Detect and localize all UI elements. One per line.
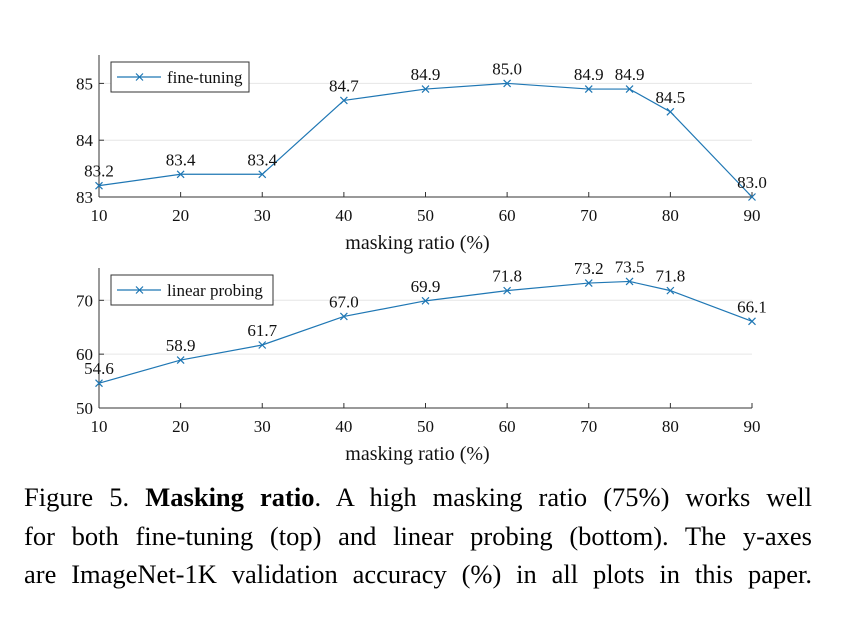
data-label: 84.5 bbox=[656, 88, 686, 107]
x-tick-label: 30 bbox=[254, 206, 271, 225]
data-label: 71.8 bbox=[656, 267, 686, 286]
series-line bbox=[98, 280, 753, 384]
data-point-marker bbox=[95, 181, 103, 190]
legend-marker bbox=[135, 286, 144, 294]
data-label: 84.9 bbox=[574, 65, 604, 84]
x-axis-label: masking ratio (%) bbox=[345, 232, 489, 254]
data-point-marker bbox=[258, 341, 267, 349]
y-tick-label: 83 bbox=[76, 188, 93, 207]
data-label: 84.9 bbox=[615, 65, 645, 84]
data-label: 61.7 bbox=[247, 321, 277, 340]
data-point-marker bbox=[339, 96, 348, 105]
figure-caption: Figure 5. Masking ratio. A high masking … bbox=[24, 478, 812, 594]
caption-line-3: are ImageNet-1K validation accuracy (%) … bbox=[24, 559, 812, 589]
data-label: 73.5 bbox=[615, 257, 645, 276]
x-tick-label: 80 bbox=[662, 417, 679, 436]
x-tick-label: 20 bbox=[172, 206, 189, 225]
x-tick-label: 90 bbox=[744, 206, 761, 225]
data-label: 83.2 bbox=[84, 162, 114, 181]
x-tick-label: 60 bbox=[499, 417, 516, 436]
data-label: 71.8 bbox=[492, 267, 522, 286]
caption-line-1: Figure 5. Masking ratio. A high masking … bbox=[24, 478, 812, 517]
data-point-marker bbox=[503, 79, 512, 88]
x-tick-label: 40 bbox=[335, 417, 352, 436]
caption-text-1: . A high masking ratio (75%) works well bbox=[314, 482, 813, 512]
data-point-marker bbox=[748, 317, 756, 326]
data-label: 66.1 bbox=[737, 297, 767, 316]
x-tick-label: 80 bbox=[662, 206, 679, 225]
x-tick-label: 70 bbox=[580, 206, 597, 225]
data-label: 58.9 bbox=[166, 336, 196, 355]
data-label: 73.2 bbox=[574, 259, 604, 278]
data-point-marker bbox=[95, 379, 103, 388]
x-tick-label: 90 bbox=[744, 417, 761, 436]
data-label: 69.9 bbox=[411, 277, 441, 296]
x-tick-label: 50 bbox=[417, 417, 434, 436]
y-tick-label: 84 bbox=[76, 131, 94, 150]
x-tick-label: 10 bbox=[91, 206, 108, 225]
x-tick-label: 20 bbox=[172, 417, 189, 436]
x-tick-label: 10 bbox=[91, 417, 108, 436]
data-point-marker bbox=[339, 312, 348, 321]
data-label: 67.0 bbox=[329, 292, 359, 311]
data-point-marker bbox=[625, 277, 634, 286]
data-point-marker bbox=[584, 85, 593, 94]
data-label: 84.7 bbox=[329, 76, 359, 95]
data-point-marker bbox=[176, 170, 185, 179]
data-label: 54.6 bbox=[84, 359, 114, 378]
data-point-marker bbox=[421, 85, 430, 94]
data-label: 84.9 bbox=[411, 65, 441, 84]
data-point-marker bbox=[666, 107, 675, 116]
x-tick-label: 40 bbox=[335, 206, 352, 225]
chart-linear-probing: 50 60 70 10 20 30 40 50 60 70 80 90 masking ratio (%… bbox=[76, 257, 767, 465]
data-point-marker bbox=[666, 286, 675, 295]
caption-title: Masking ratio bbox=[145, 482, 315, 512]
y-tick-label: 50 bbox=[76, 399, 93, 418]
data-label: 83.4 bbox=[247, 150, 277, 169]
data-point-marker bbox=[258, 170, 267, 179]
x-tick-label: 70 bbox=[580, 417, 597, 436]
data-point-marker bbox=[625, 85, 634, 94]
data-point-marker bbox=[584, 279, 593, 288]
x-tick-label: 30 bbox=[254, 417, 271, 436]
data-point-marker bbox=[421, 296, 430, 305]
data-point-marker bbox=[503, 286, 512, 295]
y-tick-label: 60 bbox=[76, 345, 93, 364]
data-point-marker bbox=[176, 356, 185, 365]
x-tick-label: 60 bbox=[499, 206, 516, 225]
legend-label: linear probing bbox=[167, 281, 263, 300]
legend-marker bbox=[135, 73, 144, 81]
chart-fine-tuning: 83 84 85 10 20 30 40 50 60 70 80 90 masking ratio (%… bbox=[76, 55, 767, 254]
caption-line-2: for both fine-tuning (top) and linear pr… bbox=[24, 520, 812, 551]
y-tick-label: 70 bbox=[76, 291, 93, 310]
data-label: 83.0 bbox=[737, 173, 767, 192]
figure-label: Figure 5. bbox=[24, 482, 130, 512]
legend-label: fine-tuning bbox=[167, 68, 243, 87]
data-label: 85.0 bbox=[492, 59, 522, 78]
x-axis-label: masking ratio (%) bbox=[345, 443, 489, 465]
y-tick-label: 85 bbox=[76, 74, 93, 93]
series-line bbox=[98, 82, 753, 198]
x-tick-label: 50 bbox=[417, 206, 434, 225]
data-label: 83.4 bbox=[166, 150, 196, 169]
data-point-marker bbox=[748, 193, 756, 201]
